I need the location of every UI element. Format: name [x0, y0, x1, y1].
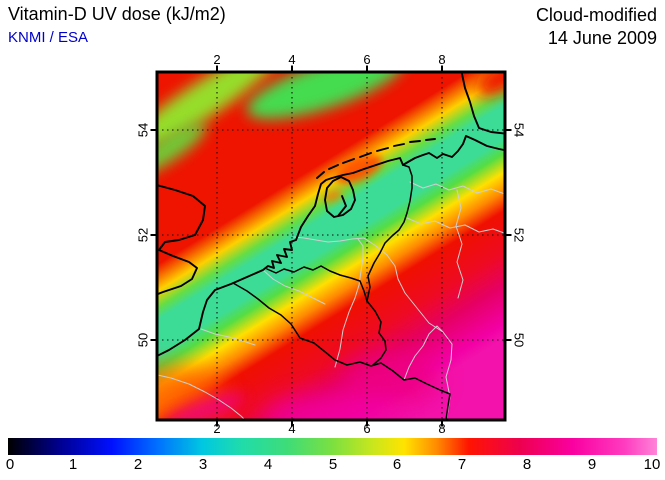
- colorbar-tick-label: 10: [643, 456, 661, 473]
- lat-tick-label: 52: [511, 227, 527, 243]
- lon-tick-label: 4: [288, 52, 296, 67]
- graticule: [157, 72, 505, 420]
- colorbar-gradient: [8, 438, 657, 455]
- date-label: 14 June 2009: [547, 28, 657, 48]
- coastline: [157, 73, 505, 358]
- uv-field: [157, 72, 505, 420]
- lat-tick-label: 50: [511, 332, 527, 348]
- lon-tick-label: 6: [363, 52, 371, 67]
- colorbar-tick-label: 7: [457, 456, 467, 473]
- colorbar-tick-label: 0: [5, 456, 15, 473]
- map-frame: [155, 70, 507, 422]
- lat-tick-label: 54: [511, 122, 527, 138]
- colorbar-tick-label: 3: [198, 456, 208, 473]
- country-borders: [232, 164, 451, 420]
- credit-label: KNMI / ESA: [8, 29, 89, 46]
- colorbar-tick-label: 5: [328, 456, 338, 473]
- colorbar-tick-label: 8: [522, 456, 532, 473]
- colorbar-tick-label: 4: [263, 456, 273, 473]
- colorbar-tick-label: 2: [133, 456, 143, 473]
- lon-tick-label: 4: [288, 421, 296, 436]
- lon-tick-label: 2: [213, 421, 221, 436]
- colorbar-tick-label: 9: [587, 456, 597, 473]
- axis-ticks: [150, 65, 512, 427]
- uv-dose-map: [150, 65, 512, 427]
- product-type-label: Cloud-modified: [535, 5, 657, 25]
- lon-tick-label: 6: [363, 421, 371, 436]
- river-region-lines: [157, 181, 505, 420]
- colorbar-tick-label: 1: [68, 456, 78, 473]
- lon-tick-label: 8: [438, 421, 446, 436]
- lon-tick-label: 2: [213, 52, 221, 67]
- lon-tick-label: 8: [438, 52, 446, 67]
- colorbar-tick-label: 6: [392, 456, 402, 473]
- header-right: Cloud-modified 14 June 2009: [536, 4, 657, 50]
- page-title: Vitamin-D UV dose (kJ/m2): [8, 4, 226, 24]
